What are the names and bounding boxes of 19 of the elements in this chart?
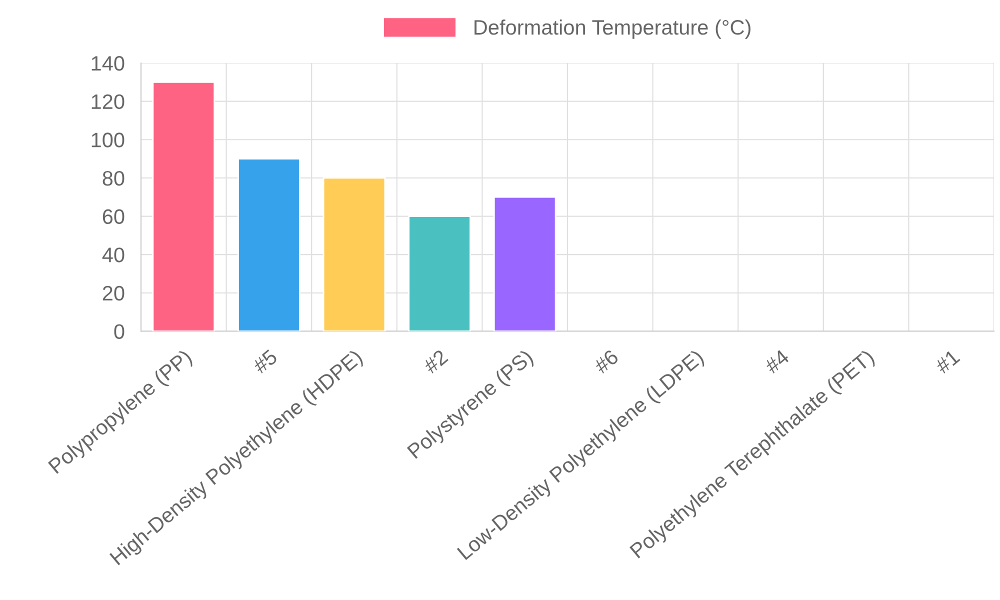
y-tick-label: 140 [92, 56, 124, 71]
x-tick-label: #5 [252, 349, 278, 374]
x-tick-label: #4 [764, 348, 790, 374]
y-tick-label: 0 [114, 324, 124, 339]
y-tick-label: 120 [92, 94, 124, 110]
y-tick-label: 20 [102, 286, 124, 301]
bar [152, 81, 216, 332]
x-tick-label: #1 [934, 349, 960, 374]
y-tick-label: 40 [102, 248, 124, 262]
x-tick-label: #6 [592, 348, 620, 374]
legend-label: Deformation Temperature (°C) [474, 19, 750, 39]
x-tick-label: #2 [422, 348, 448, 374]
y-tick-label: 60 [102, 209, 124, 224]
y-tick-label: 80 [102, 170, 124, 186]
y-tick-label: 100 [92, 132, 124, 148]
bar [238, 158, 300, 332]
bar [408, 216, 471, 332]
bar [322, 177, 386, 332]
bar [493, 196, 556, 332]
